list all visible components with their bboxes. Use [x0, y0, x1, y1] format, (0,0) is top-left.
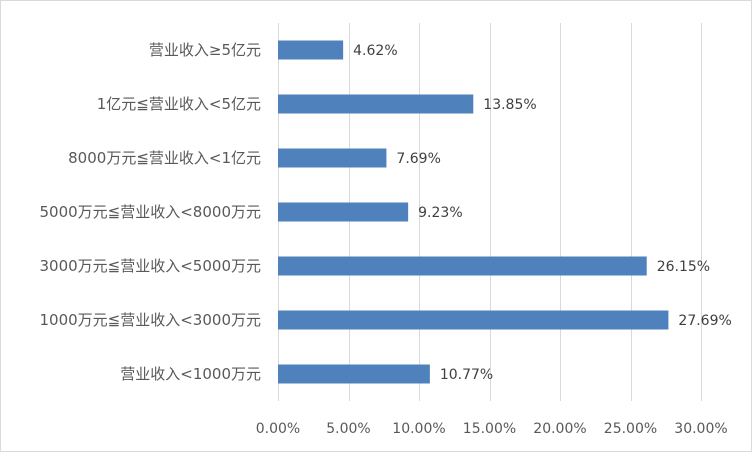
x-tick-label: 20.00% [533, 421, 586, 437]
category-label: 营业收入<1000万元 [120, 365, 261, 383]
category-label: 1亿元≦营业收入<5亿元 [97, 95, 261, 113]
bar [278, 202, 409, 222]
category-label: 8000万元≦营业收入<1亿元 [68, 149, 261, 167]
data-label: 9.23% [418, 205, 462, 221]
x-tick-label: 15.00% [463, 421, 516, 437]
bar [278, 364, 430, 384]
gridlines [278, 23, 702, 401]
category-labels: 营业收入≥5亿元 1亿元≦营业收入<5亿元 8000万元≦营业收入<1亿元 5000万… [40, 41, 262, 383]
category-label: 3000万元≦营业收入<5000万元 [40, 257, 262, 275]
data-label: 4.62% [353, 43, 397, 59]
bar [278, 94, 474, 114]
x-tick-label: 30.00% [674, 421, 727, 437]
bar [278, 40, 344, 60]
bar [278, 148, 387, 168]
data-label: 7.69% [396, 151, 440, 167]
x-tick-label: 10.00% [392, 421, 445, 437]
x-tick-label: 25.00% [604, 421, 657, 437]
bar [278, 310, 669, 330]
data-label: 10.77% [440, 367, 493, 383]
bar [278, 256, 647, 276]
x-tick-label: 5.00% [326, 421, 370, 437]
data-label: 26.15% [657, 259, 710, 275]
data-labels: 4.62% 13.85% 7.69% 9.23% 26.15% 27.69% 10.77% [353, 43, 732, 383]
category-label: 1000万元≦营业收入<3000万元 [40, 311, 262, 329]
category-label: 5000万元≦营业收入<8000万元 [40, 203, 262, 221]
bars [278, 40, 669, 384]
x-tick-label: 0.00% [256, 421, 300, 437]
data-label: 13.85% [483, 97, 536, 113]
x-tick-labels: 0.00% 5.00% 10.00% 15.00% 20.00% 25.00% 30.00% [256, 421, 728, 437]
data-label: 27.69% [678, 313, 731, 329]
category-label: 营业收入≥5亿元 [149, 41, 261, 59]
